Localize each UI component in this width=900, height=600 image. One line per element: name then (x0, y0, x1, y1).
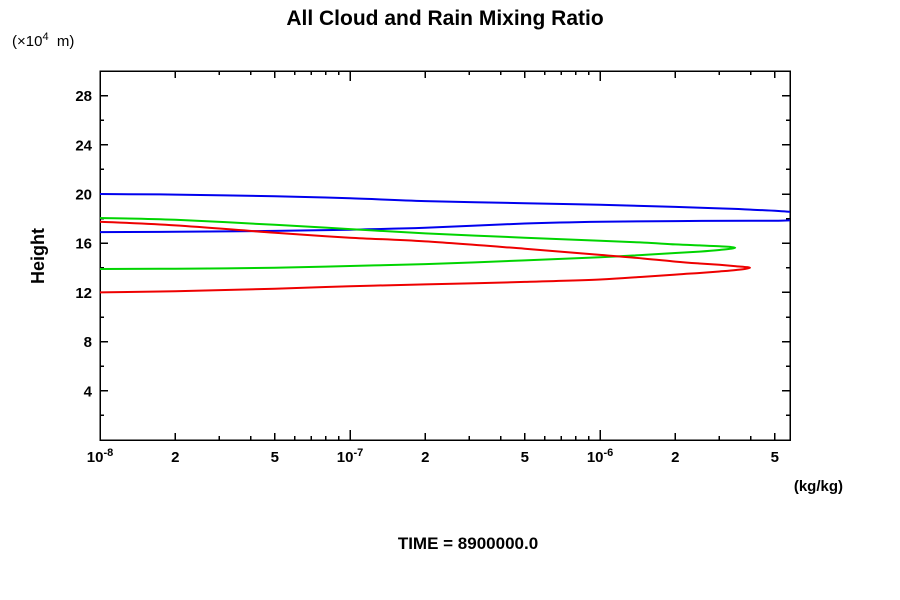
y-tick-label: 12 (75, 285, 92, 302)
x-tick-label: 10-8 (87, 447, 113, 466)
y-axis-unit-label: (×104 m) (12, 31, 74, 50)
y-tick-label: 28 (75, 88, 92, 105)
x-tick-label: 5 (521, 449, 529, 466)
x-tick-label: 2 (171, 449, 179, 466)
x-tick-label: 5 (271, 449, 279, 466)
y-tick-label: 8 (84, 334, 92, 351)
y-tick-label: 24 (75, 137, 92, 154)
time-label: TIME = 8900000.0 (398, 534, 538, 553)
y-tick-label: 20 (75, 187, 92, 204)
x-tick-label: 2 (671, 449, 679, 466)
x-tick-label: 5 (771, 449, 779, 466)
x-tick-label: 10-7 (337, 447, 363, 466)
curve-blue-profile (100, 193, 790, 234)
curve-green-profile (100, 217, 737, 270)
curve-red-profile (100, 220, 751, 294)
x-tick-label: 10-6 (587, 447, 613, 466)
y-axis-label: Height (28, 228, 48, 284)
y-tick-label: 16 (75, 236, 92, 253)
y-tick-label: 4 (84, 383, 93, 400)
x-tick-label: 2 (421, 449, 429, 466)
chart-title: All Cloud and Rain Mixing Ratio (286, 7, 603, 30)
plot-area: 10-8 2 5 10-7 2 5 10-6 2 5 4 8 12 16 20 24 28 (75, 70, 791, 466)
x-axis-unit-label: (kg/kg) (794, 478, 843, 495)
plot-box (99, 70, 791, 441)
